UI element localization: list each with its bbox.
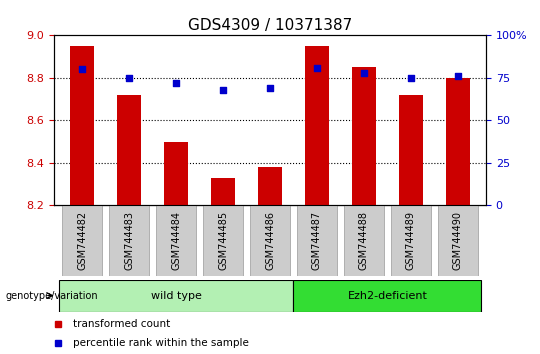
Bar — [62, 205, 102, 276]
Bar — [446, 78, 470, 205]
Text: GSM744485: GSM744485 — [218, 211, 228, 270]
Bar — [344, 205, 384, 276]
Bar — [117, 95, 141, 205]
Bar — [164, 142, 188, 205]
Point — [219, 87, 227, 93]
Text: transformed count: transformed count — [73, 319, 171, 329]
Point — [407, 75, 415, 81]
Bar — [70, 46, 94, 205]
Point — [125, 75, 133, 81]
Bar — [59, 280, 293, 312]
Point — [360, 70, 368, 76]
Point — [78, 67, 86, 72]
Text: GSM744489: GSM744489 — [406, 211, 416, 270]
Text: percentile rank within the sample: percentile rank within the sample — [73, 338, 249, 348]
Text: GSM744487: GSM744487 — [312, 211, 322, 270]
Point — [313, 65, 321, 70]
Bar — [258, 167, 282, 205]
Text: GSM744483: GSM744483 — [124, 211, 134, 270]
Text: GSM744484: GSM744484 — [171, 211, 181, 270]
Text: genotype/variation: genotype/variation — [5, 291, 98, 301]
Bar — [352, 67, 376, 205]
Bar — [438, 205, 478, 276]
Text: Ezh2-deficient: Ezh2-deficient — [347, 291, 427, 301]
Text: GSM744488: GSM744488 — [359, 211, 369, 270]
Text: GSM744482: GSM744482 — [77, 211, 87, 270]
Text: wild type: wild type — [151, 291, 201, 301]
Bar — [297, 205, 337, 276]
Bar — [156, 205, 196, 276]
Bar — [305, 46, 329, 205]
Bar — [391, 205, 431, 276]
Point — [266, 85, 274, 91]
Bar — [109, 205, 149, 276]
Bar — [399, 95, 423, 205]
Point — [454, 73, 462, 79]
Bar — [203, 205, 243, 276]
Bar — [211, 178, 235, 205]
Text: GSM744490: GSM744490 — [453, 211, 463, 270]
Bar — [293, 280, 481, 312]
Point — [172, 80, 180, 86]
Text: GSM744486: GSM744486 — [265, 211, 275, 270]
Bar — [250, 205, 290, 276]
Title: GDS4309 / 10371387: GDS4309 / 10371387 — [188, 18, 352, 33]
